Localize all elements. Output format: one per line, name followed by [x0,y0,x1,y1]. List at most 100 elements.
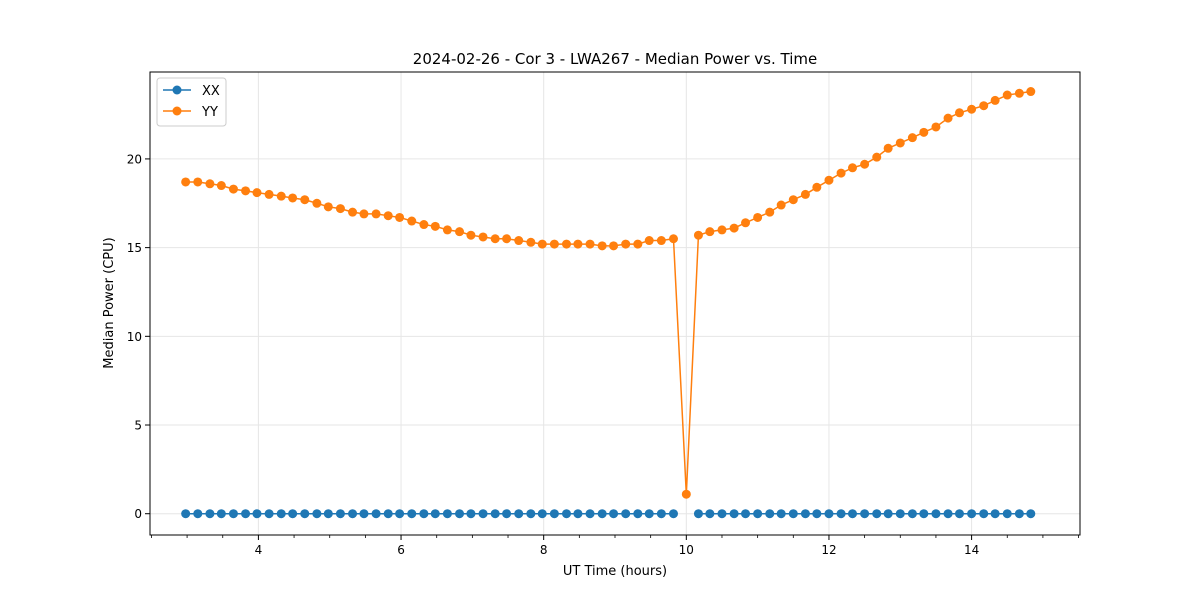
axis-ticks: 4 6 8 10 12 14 0 5 10 15 20 [127,152,1079,557]
data-point-xx [753,509,763,519]
data-point-xx [359,509,369,519]
data-point-yy [562,239,572,249]
data-point-yy [455,227,465,237]
data-point-yy [633,239,643,249]
data-point-xx [466,509,476,519]
data-point-xx [300,509,310,519]
data-point-yy [300,195,310,205]
data-point-yy [371,209,381,219]
legend-label-xx: XX [202,84,220,99]
data-point-xx [872,509,882,519]
data-point-yy [537,239,547,249]
data-point-xx [609,509,619,519]
data-point-xx [241,509,251,519]
data-point-yy [741,218,751,228]
data-point-xx [419,509,429,519]
data-point-yy [644,236,654,246]
data-point-xx [990,509,1000,519]
data-point-yy [907,133,917,143]
data-point-yy [824,175,834,185]
chart-title: 2024-02-26 - Cor 3 - LWA267 - Median Pow… [413,50,817,68]
data-point-yy [502,234,512,244]
data-point-yy [205,179,215,189]
data-point-yy [668,234,678,244]
data-point-yy [216,181,226,191]
y-tick-label: 15 [127,241,142,255]
data-point-xx [907,509,917,519]
data-point-xx [931,509,941,519]
data-point-xx [526,509,536,519]
data-point-xx [729,509,739,519]
data-point-xx [656,509,666,519]
data-point-xx [181,509,191,519]
data-point-xx [1026,509,1036,519]
data-point-xx [824,509,834,519]
data-point-yy [836,168,846,178]
legend-marker-xx [172,85,182,95]
data-point-xx [883,509,893,519]
data-point-yy [573,239,583,249]
x-tick-label: 12 [821,543,836,557]
data-point-xx [335,509,345,519]
data-point-yy [514,236,524,246]
data-point-yy [967,104,977,114]
data-point-xx [407,509,417,519]
data-point-xx [252,509,262,519]
y-tick-label: 10 [127,330,142,344]
data-point-yy [383,211,393,221]
data-point-xx [776,509,786,519]
data-point-xx [943,509,953,519]
data-point-yy [776,200,786,210]
data-point-xx [1002,509,1012,519]
data-point-xx [597,509,607,519]
x-tick-label: 8 [540,543,548,557]
data-point-yy [860,159,870,169]
series-lines [181,87,1036,519]
data-point-yy [954,108,964,118]
data-point-yy [609,241,619,251]
x-tick-label: 6 [397,543,405,557]
data-point-yy [228,184,238,194]
data-point-yy [990,95,1000,105]
data-point-yy [181,177,191,187]
data-point-xx [621,509,631,519]
data-point-xx [348,509,358,519]
data-point-xx [800,509,810,519]
x-tick-label: 4 [255,543,263,557]
data-point-yy [312,198,322,208]
data-point-yy [1002,90,1012,100]
data-point-yy [466,230,476,240]
data-point-xx [442,509,452,519]
data-point-xx [383,509,393,519]
data-point-xx [860,509,870,519]
data-point-yy [359,209,369,219]
data-point-yy [883,143,893,153]
data-point-xx [573,509,583,519]
data-point-yy [943,113,953,123]
data-point-xx [430,509,440,519]
data-point-yy [276,191,286,201]
data-point-yy [193,177,203,187]
data-point-yy [430,221,440,231]
data-point-xx [312,509,322,519]
data-point-xx [717,509,727,519]
data-point-xx [502,509,512,519]
data-point-yy [705,227,715,237]
x-tick-label: 14 [964,543,979,557]
data-point-xx [585,509,595,519]
y-tick-label: 0 [134,507,142,521]
data-point-yy [800,189,810,199]
x-tick-label: 10 [679,543,694,557]
data-point-xx [919,509,929,519]
data-point-yy [717,225,727,235]
data-point-yy [765,207,775,217]
data-point-yy [788,195,798,205]
data-point-xx [705,509,715,519]
data-point-xx [549,509,559,519]
data-point-yy [1014,88,1024,98]
data-point-xx [288,509,298,519]
data-point-xx [765,509,775,519]
data-point-yy [895,138,905,148]
data-point-xx [812,509,822,519]
